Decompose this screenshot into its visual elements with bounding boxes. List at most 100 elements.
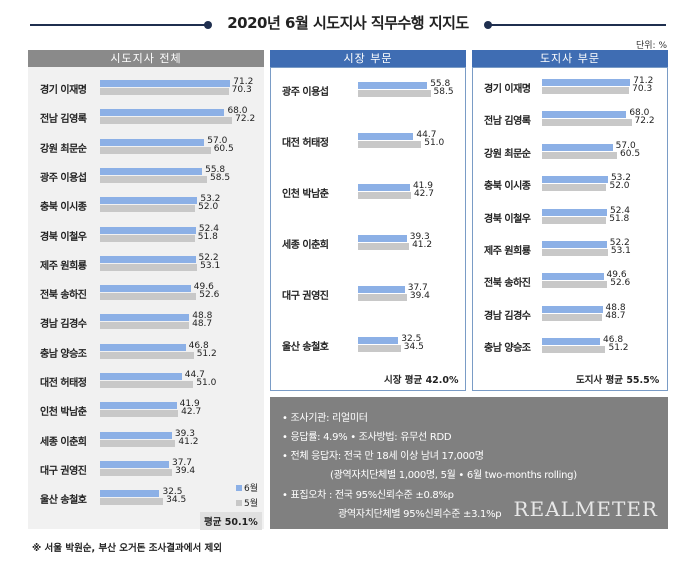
bar-previous [542, 281, 608, 289]
value-label-current: 53.2 [610, 173, 631, 184]
bar-current [358, 286, 405, 293]
footnote: ※ 서울 박원순, 부산 오거돈 조사결과에서 제외 [32, 543, 223, 554]
bar-previous [358, 294, 407, 301]
value-label-previous: 53.1 [200, 260, 221, 271]
value-label-previous: 52.0 [198, 202, 219, 213]
panel-header-governor: 도지사 부문 [472, 50, 668, 67]
value-label-current: 37.7 [171, 457, 193, 468]
bar-previous [100, 88, 229, 95]
value-label-current: 53.2 [200, 194, 221, 205]
value-label-current: 32.5 [401, 334, 422, 344]
value-label-previous: 52.6 [199, 290, 220, 301]
bar-current [100, 285, 191, 293]
bar-previous [542, 119, 632, 127]
value-label-previous: 39.4 [175, 465, 196, 476]
value-label-current: 52.4 [609, 205, 631, 216]
value-label-current: 44.7 [416, 130, 437, 140]
value-label-previous: 48.7 [605, 310, 626, 321]
value-label-current: 46.8 [188, 340, 209, 351]
bar-current [100, 460, 169, 468]
category-label: 대전 허태정 [282, 138, 329, 149]
value-label-previous: 51.8 [197, 231, 218, 242]
category-label: 경남 김경수 [484, 310, 531, 322]
value-label-previous: 51.2 [196, 348, 217, 359]
panel-governor-box [472, 67, 668, 391]
bar-current [542, 273, 604, 281]
bar-previous [542, 216, 607, 224]
category-label: 경북 이철우 [484, 213, 531, 225]
bar-current [542, 79, 631, 86]
bar-previous [100, 293, 197, 301]
value-label-previous: 51.8 [609, 213, 630, 224]
bar-current [100, 167, 203, 175]
bar-current [542, 208, 607, 216]
bar-previous [100, 175, 208, 183]
category-label: 경북 이철우 [40, 231, 87, 243]
category-label: 충북 이시종 [484, 181, 531, 193]
value-label-current: 68.0 [629, 108, 650, 119]
value-label-previous: 72.2 [634, 116, 655, 127]
bar-current [542, 338, 601, 346]
bar-previous [358, 243, 410, 250]
bar-previous [542, 184, 607, 192]
bar-current [100, 373, 182, 380]
panel-header-mayor: 시장 부문 [270, 50, 466, 67]
bar-previous [542, 249, 608, 256]
info-line-1: • 조사기관: 리얼미터 [282, 413, 368, 424]
category-label: 제주 원희룡 [484, 246, 531, 257]
value-label-current: 71.2 [233, 77, 254, 87]
bar-previous [100, 205, 196, 213]
value-label-current: 37.7 [407, 283, 428, 293]
bar-current [542, 143, 613, 151]
value-label-current: 49.6 [606, 270, 627, 281]
panel-header-all: 시도지사 전체 [28, 50, 264, 67]
category-label: 강원 최문순 [40, 143, 87, 155]
bar-current [542, 111, 627, 119]
unit-label: 단위: % [635, 41, 667, 51]
value-label-current: 71.2 [633, 76, 654, 86]
bar-current [100, 80, 231, 87]
value-label-previous: 70.3 [632, 84, 653, 94]
category-label: 제주 원희룡 [40, 260, 87, 272]
category-label: 전남 김영록 [484, 116, 531, 128]
info-line-6: 광역자치단체별 95%신뢰수준 ±3.1%p [338, 509, 502, 520]
bar-current [100, 138, 205, 146]
category-label: 울산 송철호 [282, 342, 329, 353]
average-governor: 도지사 평균 55.5% [576, 375, 660, 386]
value-label-current: 57.0 [615, 140, 636, 151]
chart-title: 2020년 6월 시도지사 직무수행 지지도 [227, 14, 469, 32]
value-label-current: 52.2 [198, 252, 219, 263]
bar-previous [542, 87, 630, 94]
legend-swatch-previous [236, 500, 242, 506]
bar-current [100, 109, 225, 117]
bar-previous [100, 498, 164, 506]
bar-previous [100, 410, 179, 418]
value-label-previous: 48.7 [192, 319, 213, 330]
bar-current [100, 343, 186, 351]
value-label-current: 55.8 [205, 164, 226, 175]
value-label-previous: 51.0 [424, 138, 445, 148]
value-label-current: 55.8 [430, 79, 451, 89]
category-label: 광주 이용섭 [282, 87, 329, 98]
category-label: 전북 송하진 [40, 290, 87, 302]
value-label-previous: 41.2 [412, 240, 433, 250]
bar-previous [358, 192, 411, 199]
value-label-previous: 39.4 [409, 291, 430, 301]
value-label-current: 52.4 [198, 223, 219, 234]
bar-current [542, 305, 603, 313]
bar-previous [100, 439, 176, 447]
average-mayor: 시장 평균 42.0% [384, 375, 459, 386]
bar-previous [100, 468, 173, 476]
value-label-current: 48.8 [605, 302, 626, 313]
legend-previous: 5월 [244, 499, 259, 509]
value-label-previous: 70.3 [231, 85, 252, 95]
bar-current [358, 133, 414, 140]
category-label: 전남 김영록 [40, 114, 87, 126]
panel-mayor-box [270, 67, 466, 391]
bar-previous [358, 345, 401, 352]
value-label-current: 32.5 [162, 487, 183, 498]
info-line-4: (광역자치단체별 1,000명, 5월 • 6월 two-months roll… [330, 470, 577, 481]
title-line-right [488, 24, 666, 26]
bar-previous [358, 90, 431, 97]
bar-current [100, 490, 160, 498]
